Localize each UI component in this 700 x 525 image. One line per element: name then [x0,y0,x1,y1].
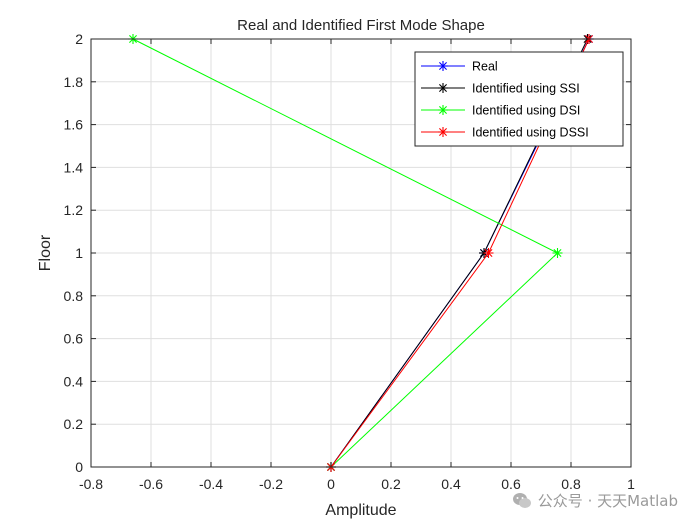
x-tick-label: 1 [627,476,635,492]
x-axis-label: Amplitude [325,502,396,519]
legend-item: Real [421,60,498,74]
y-tick-label: 1 [75,245,83,261]
legend-swatch-marker [438,83,448,93]
legend-swatch-marker [438,61,448,71]
x-tick-label: -0.4 [199,476,223,492]
legend: Real Identified using SSI Identified using… [414,51,624,147]
y-tick-label: 2 [75,31,83,47]
legend-box [414,51,624,147]
legend-label: Identified using DSI [472,104,580,118]
watermark-text: 公众号 · 天天Matlab [537,492,678,510]
watermark: 公众号 · 天天Matlab [512,490,678,511]
legend-label: Real [472,60,498,74]
data-point-identified-using-dssi [483,248,494,258]
x-tick-label: -0.8 [79,476,103,492]
y-tick-label: 1.2 [64,202,84,218]
legend-item: Identified using DSSI [421,126,589,140]
y-tick-label: 0.6 [64,331,84,347]
y-tick-label: 0.4 [64,373,84,389]
y-axis-label: Floor [37,234,54,271]
y-tick-label: 1.8 [64,74,84,90]
legend-label: Identified using DSSI [472,126,589,140]
y-tick-label: 0.2 [64,416,84,432]
x-tick-label: 0 [327,476,335,492]
legend-item: Identified using DSI [421,104,580,118]
y-tick-label: 1.4 [64,159,84,175]
chart-title: Real and Identified First Mode Shape [237,17,485,34]
legend-item: Identified using SSI [421,82,580,96]
legend-label: Identified using SSI [472,82,580,96]
wechat-icon [512,492,531,508]
y-tick-label: 0 [75,459,83,475]
legend-swatch-marker [438,127,448,137]
axis-ticks: -0.8 -0.6 -0.4 -0.2 0 0.2 0.4 0.6 0.8 1 0 0.2 0.4 0.6… [64,31,636,492]
data-point-identified-using-dsi [552,248,563,258]
x-tick-label: -0.6 [139,476,163,492]
x-tick-label: 0.6 [501,476,521,492]
x-tick-label: -0.2 [259,476,283,492]
x-tick-label: 0.4 [441,476,461,492]
x-tick-label: 0.8 [561,476,581,492]
x-tick-label: 0.2 [381,476,401,492]
y-tick-label: 1.6 [64,117,84,133]
y-tick-label: 0.8 [64,288,84,304]
legend-swatch-marker [438,105,448,115]
